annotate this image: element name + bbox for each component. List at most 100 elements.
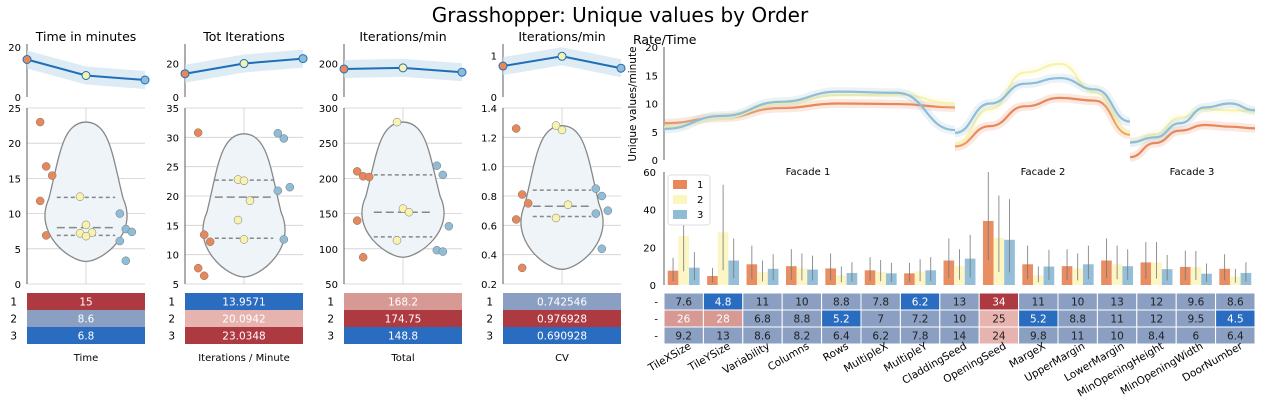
table-row-label: 2 [10, 314, 17, 326]
ytick: 5 [173, 280, 179, 291]
point-order-2 [557, 125, 567, 135]
ytick: 1.0 [481, 163, 497, 174]
point-order-3 [279, 134, 289, 143]
bar-table-value: 8.8 [1069, 314, 1086, 326]
table-row-label: 3 [10, 331, 17, 343]
facade-label: Facade 3 [1170, 167, 1215, 178]
violin-shape [44, 121, 128, 263]
bar-table-value: 8.6 [754, 331, 771, 343]
top-point-order-1 [180, 69, 190, 79]
bar-table-value: 11 [1110, 314, 1123, 326]
top-point-order-3 [616, 63, 626, 73]
top-ci-band [503, 47, 621, 78]
ytick: 25 [166, 163, 179, 174]
point-order-1 [35, 196, 45, 206]
bar-ytick: 20 [643, 243, 656, 254]
point-order-1 [193, 128, 203, 137]
rate-ytick: 15 [645, 71, 658, 82]
ytick: 0.4 [481, 251, 497, 262]
legend-swatch [673, 180, 687, 189]
bar-table-cell [1215, 326, 1256, 345]
table-cell [503, 327, 621, 344]
top-point-order-3 [140, 75, 150, 85]
ytick: 0.8 [481, 192, 497, 203]
ytick: 0.6 [481, 221, 497, 232]
table-value: 23.0348 [222, 331, 265, 343]
ytick: 150 [319, 210, 338, 221]
legend-swatch [673, 210, 687, 219]
ytick: 10 [166, 251, 179, 262]
point-order-2 [404, 207, 414, 217]
table-row-label: 1 [486, 297, 493, 309]
table-cell [185, 310, 303, 327]
point-order-1 [352, 216, 362, 225]
facade-label: Facade 2 [1021, 167, 1066, 178]
point-order-3 [127, 227, 137, 237]
top-point-order-2 [81, 71, 91, 80]
top-ytick: 1 [491, 51, 497, 62]
bar-table-value: 9.5 [1188, 314, 1205, 326]
legend-label: 1 [697, 180, 703, 191]
table-value: 0.742546 [537, 297, 587, 309]
ytick: 15 [8, 174, 21, 185]
figure-title: Grasshopper: Unique values by Order [432, 3, 809, 27]
table-row-label: 3 [327, 331, 334, 343]
rate-line-order-1 [954, 96, 1131, 148]
point-order-2 [239, 176, 249, 185]
bar-table-value: 8.6 [1227, 297, 1244, 309]
top-ytick: 20 [166, 60, 179, 71]
table-value: 148.8 [388, 331, 418, 343]
table-value: 8.6 [78, 314, 95, 326]
point-order-1 [35, 117, 45, 127]
bar-table-value: 10 [953, 314, 966, 326]
point-order-3 [591, 184, 601, 193]
point-order-1 [352, 167, 362, 176]
facade-label: Facade 1 [786, 167, 831, 178]
xlabel: Time [73, 353, 98, 364]
bar-table-value: 24 [992, 331, 1006, 343]
table-value: 15 [79, 297, 92, 309]
rate-ytick: 20 [645, 43, 658, 54]
legend-label: 2 [697, 195, 703, 206]
table-cell [27, 327, 145, 344]
ytick: 10 [8, 210, 21, 221]
table-row-label: 3 [486, 331, 493, 343]
bar-table-value: 9.2 [675, 331, 692, 343]
point-order-2 [233, 215, 243, 225]
table-value: 0.690928 [537, 331, 587, 343]
category-label: TileXSize [646, 340, 694, 374]
table-value: 6.8 [78, 331, 95, 343]
top-ytick: 0 [173, 93, 179, 104]
table-value: 0.976928 [537, 314, 587, 326]
panel-title: Iterations/min [359, 29, 446, 44]
table-row-label: 2 [486, 314, 493, 326]
rate-line-order-3 [1129, 102, 1256, 144]
bar-table-tick: - [654, 298, 658, 309]
ytick: 200 [319, 174, 338, 185]
ytick: 100 [319, 245, 338, 256]
ytick: 1.2 [481, 133, 497, 144]
bar-table-value: 4.8 [715, 297, 732, 309]
point-order-1 [199, 271, 209, 281]
bar-table-value: 13 [953, 297, 966, 309]
top-point-order-3 [298, 54, 308, 64]
ytick: 20 [8, 139, 21, 150]
point-order-2 [245, 196, 255, 205]
table-cell [27, 293, 145, 310]
bar-table-tick: - [654, 315, 658, 326]
point-order-2 [75, 192, 85, 201]
bar-table: - 7.6 4.8 11 10 8.8 7.8 6.2 13 34 11 10 13 12 9.6 8.6 - 2… [654, 292, 1256, 345]
table-cell [27, 310, 145, 327]
panel-2: Tot Iterations 0 20 5 10 15 20 25 30 35 13.9571 1 20… [166, 29, 308, 364]
rate-title: Rate/Time [633, 32, 697, 47]
point-order-2 [551, 213, 561, 223]
bar-table-value: 14 [953, 331, 967, 343]
bar-table-value: 6.4 [1227, 331, 1244, 343]
point-order-1 [205, 237, 215, 247]
ytick: 300 [319, 104, 338, 115]
top-ytick: 0 [15, 93, 21, 104]
point-order-1 [517, 263, 527, 273]
ytick: 250 [319, 139, 338, 150]
